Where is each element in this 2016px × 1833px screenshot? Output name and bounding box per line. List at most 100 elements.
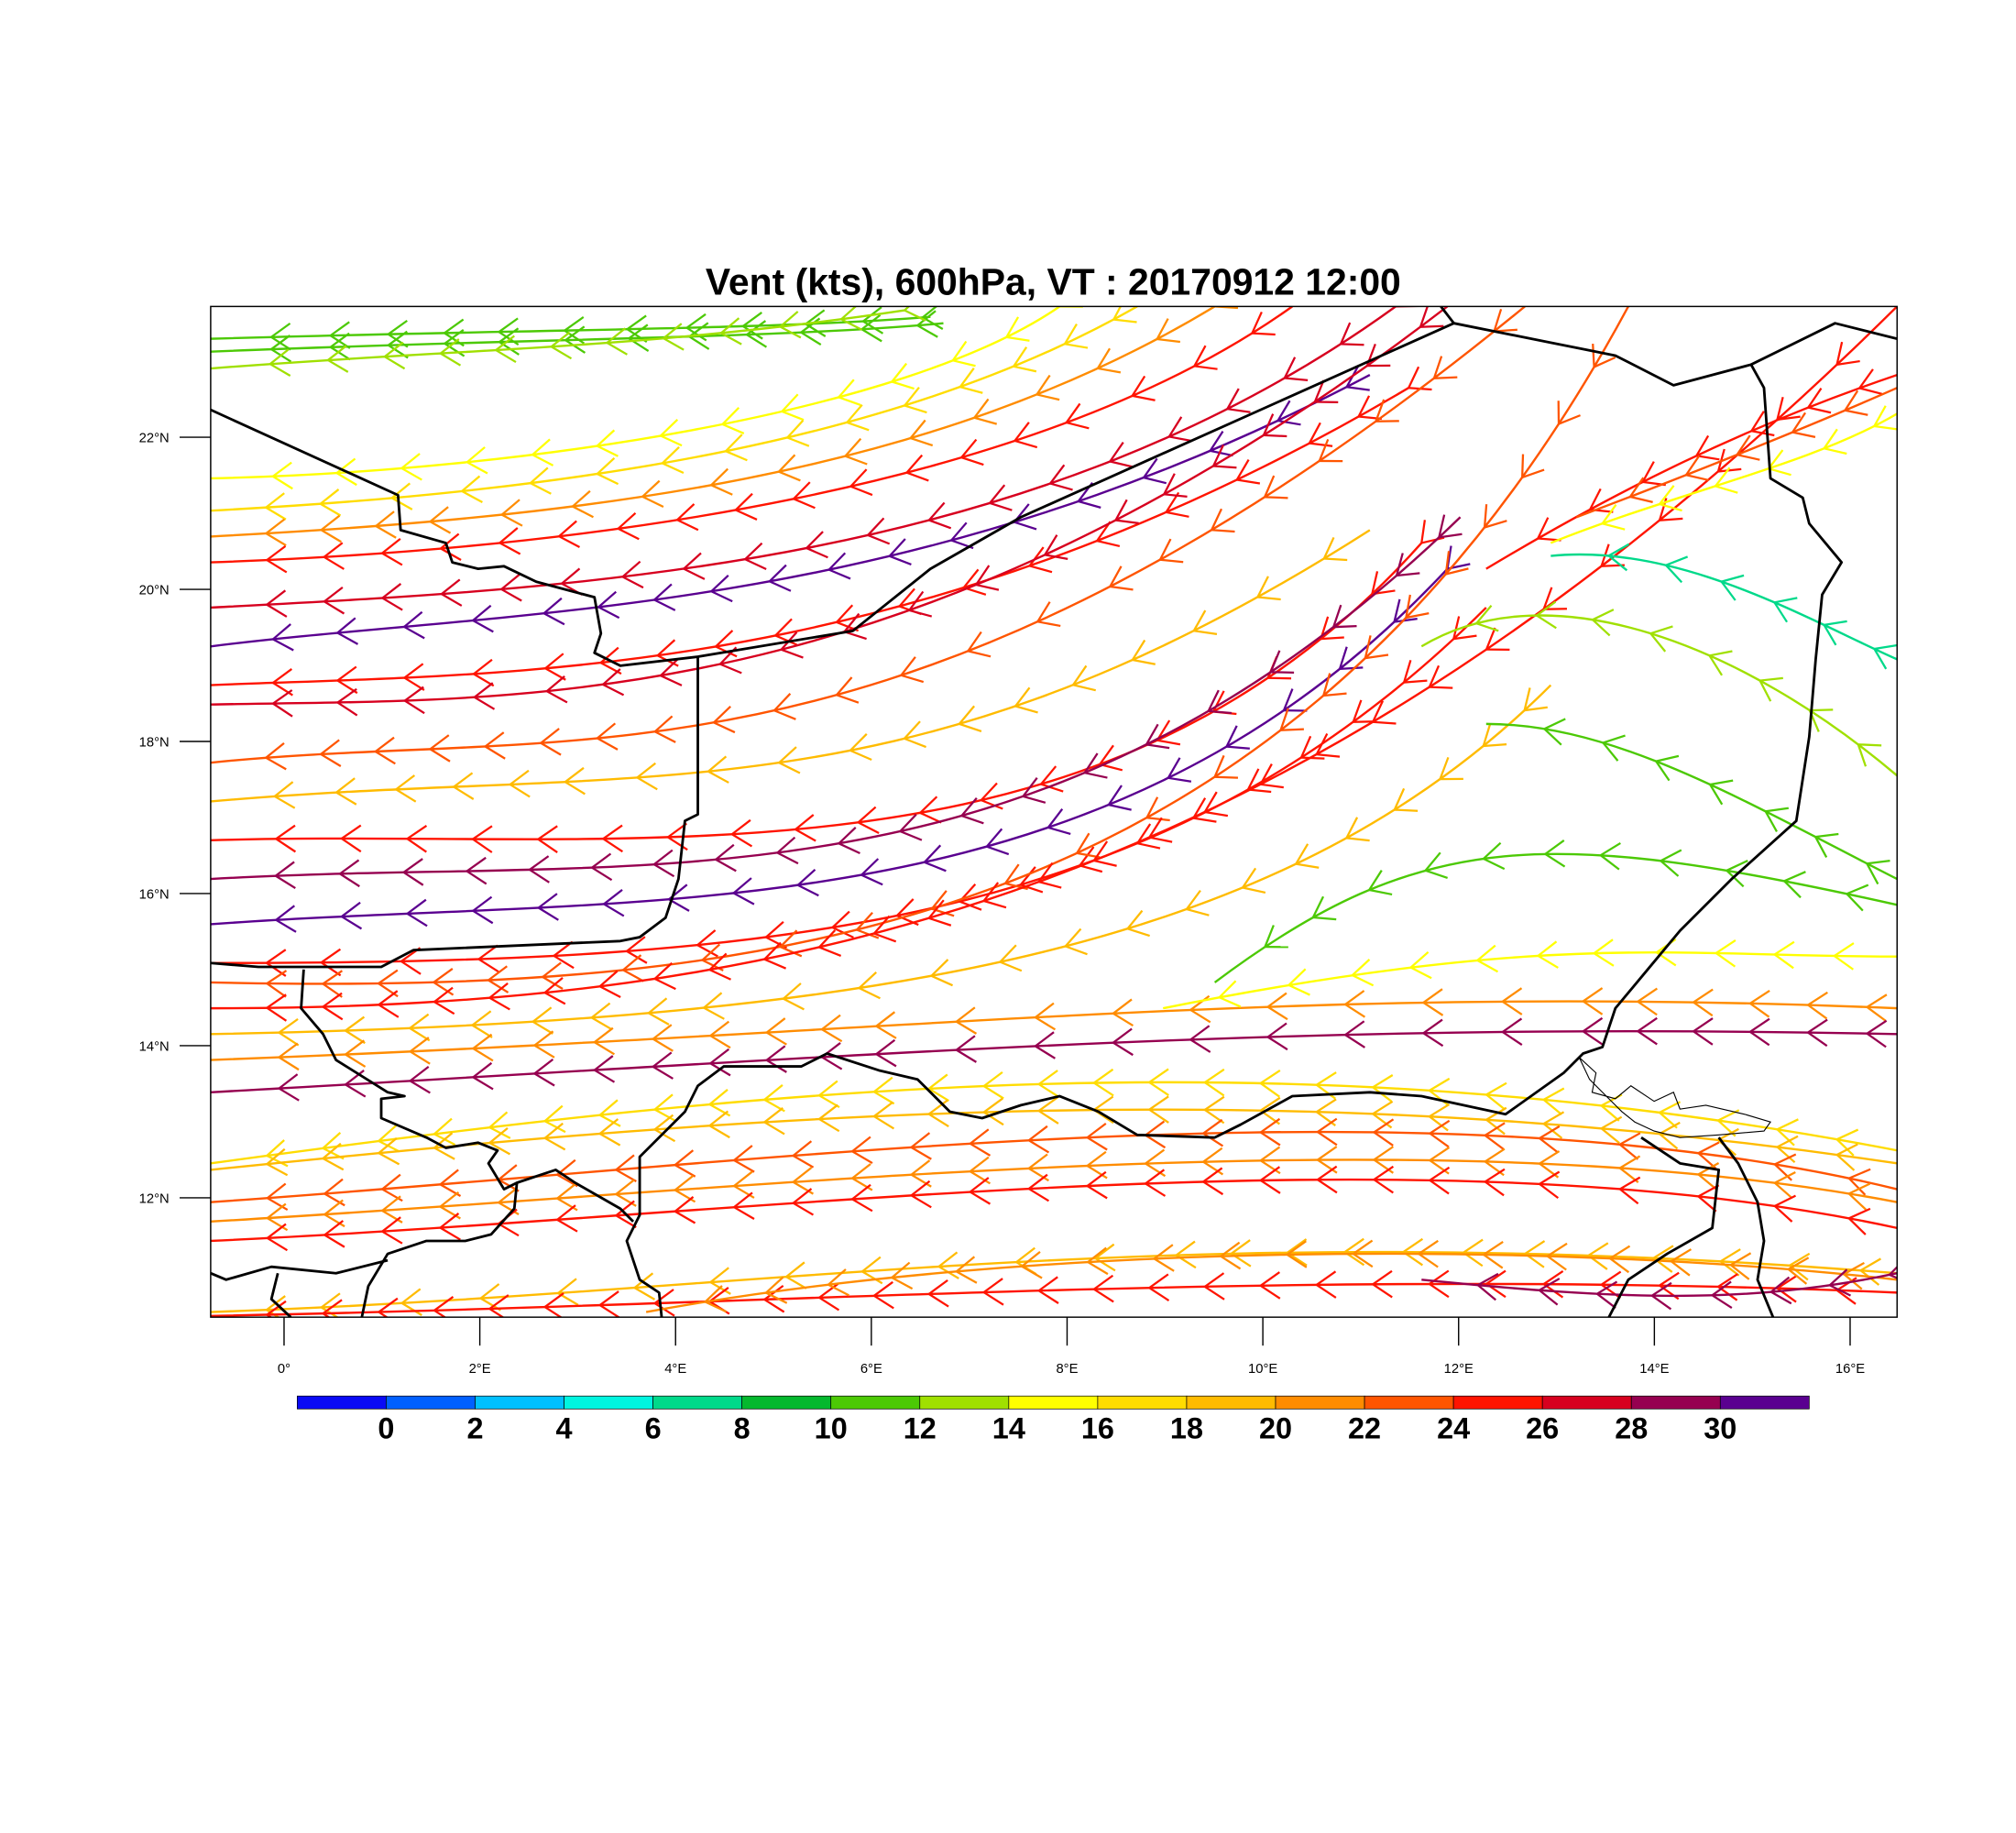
wind-barb xyxy=(265,756,287,771)
wind-barb xyxy=(615,1200,635,1217)
wind-barb xyxy=(1264,925,1275,948)
wind-barb xyxy=(891,362,908,383)
wind-barb xyxy=(266,1147,286,1166)
x-tick-label: 12°E xyxy=(1444,1362,1474,1377)
wind-barb xyxy=(1076,832,1090,854)
wind-barb xyxy=(1109,565,1123,587)
wind-barb xyxy=(654,730,676,743)
streamline xyxy=(210,306,1449,718)
wind-barb xyxy=(1192,797,1207,819)
wind-barb xyxy=(1316,1098,1337,1114)
wind-barb xyxy=(1773,940,1795,956)
wind-barb xyxy=(410,1080,431,1094)
wind-barb xyxy=(553,954,575,970)
wind-barb xyxy=(1311,895,1325,918)
wind-barb xyxy=(1318,438,1330,462)
wind-barb xyxy=(500,499,520,516)
wind-barb xyxy=(1023,795,1046,804)
wind-barb xyxy=(509,769,530,785)
wind-barb xyxy=(439,1213,460,1229)
wind-barb xyxy=(708,1110,729,1127)
streamline xyxy=(210,1269,1898,1318)
wind-barb xyxy=(1521,454,1525,477)
wind-barb xyxy=(1897,302,1920,306)
wind-barb xyxy=(1593,952,1615,967)
wind-barb xyxy=(904,386,920,407)
wind-barb xyxy=(1777,1118,1799,1131)
wind-barb xyxy=(1776,1135,1799,1148)
wind-barb xyxy=(696,944,718,958)
wind-barb xyxy=(597,606,620,620)
wind-barb xyxy=(466,446,486,464)
wind-barb xyxy=(1603,734,1626,744)
streamline xyxy=(210,306,1631,998)
wind-barb xyxy=(875,1053,897,1068)
wind-barb xyxy=(266,589,287,606)
wind-barb xyxy=(1372,1283,1393,1299)
wind-barb xyxy=(1697,1141,1720,1155)
wind-barb xyxy=(402,871,424,886)
wind-barb xyxy=(1299,735,1312,759)
wind-barb xyxy=(959,705,976,725)
wind-barb xyxy=(1463,1238,1484,1254)
wind-barb xyxy=(710,590,733,603)
colorbar-swatch xyxy=(741,1395,832,1410)
wind-barb xyxy=(708,1103,731,1117)
wind-barb xyxy=(544,653,564,670)
wind-barb xyxy=(598,1099,619,1116)
wind-barb xyxy=(928,1292,949,1308)
wind-barb xyxy=(602,838,623,853)
wind-barb xyxy=(267,1223,287,1239)
wind-barb xyxy=(676,519,699,532)
colorbar-swatch xyxy=(1719,1395,1810,1410)
wind-barb xyxy=(495,349,517,364)
wind-barb xyxy=(1038,881,1062,889)
wind-barb xyxy=(336,631,359,645)
wind-barb xyxy=(1092,840,1109,862)
wind-barb xyxy=(818,1118,840,1133)
wind-barb xyxy=(278,1056,300,1071)
wind-barb xyxy=(653,961,674,980)
wind-barb xyxy=(1824,620,1847,627)
wind-barb xyxy=(861,1270,883,1285)
colorbar: 0 2 4 6 8 10 12 14 16 18 20 22 24 26 28 30 xyxy=(297,1395,1810,1445)
wind-barb xyxy=(1483,841,1502,860)
wind-barb xyxy=(776,836,796,854)
wind-barb xyxy=(1339,666,1364,671)
wind-barb xyxy=(1127,927,1150,938)
wind-barb xyxy=(1189,1038,1211,1053)
wind-barb xyxy=(1726,860,1748,872)
wind-barb xyxy=(1547,1255,1567,1271)
wind-barb xyxy=(336,665,357,682)
wind-barb xyxy=(540,728,560,744)
colorbar-label: 16 xyxy=(1081,1412,1114,1445)
wind-barb xyxy=(1260,1096,1281,1112)
wind-barb xyxy=(1726,870,1745,888)
wind-barb xyxy=(330,332,350,348)
wind-barb xyxy=(1079,864,1103,873)
wind-barb xyxy=(1428,664,1441,688)
wind-barb xyxy=(1372,1269,1393,1286)
wind-barb xyxy=(851,1198,873,1213)
wind-barb xyxy=(1317,1146,1338,1161)
wind-barb xyxy=(1807,387,1823,409)
wind-barb xyxy=(708,952,728,971)
wind-barb xyxy=(840,318,863,331)
wind-barb xyxy=(1028,1125,1048,1142)
wind-barb xyxy=(1773,601,1789,623)
wind-barb xyxy=(1711,1294,1733,1310)
wind-barb xyxy=(873,1091,895,1105)
wind-barb xyxy=(1108,804,1132,811)
y-tick-label: 12°N xyxy=(139,1192,170,1207)
wind-barb xyxy=(1313,379,1325,402)
wind-barb xyxy=(530,466,549,485)
wind-barb xyxy=(891,1261,911,1279)
wind-barb xyxy=(1185,889,1201,910)
wind-barb xyxy=(1477,1284,1496,1301)
wind-barb xyxy=(744,542,763,561)
wind-barb xyxy=(1213,754,1225,778)
wind-barb xyxy=(564,325,586,342)
wind-barb xyxy=(660,675,683,686)
wind-barb xyxy=(543,1306,564,1318)
x-tick-label: 10°E xyxy=(1248,1362,1277,1377)
